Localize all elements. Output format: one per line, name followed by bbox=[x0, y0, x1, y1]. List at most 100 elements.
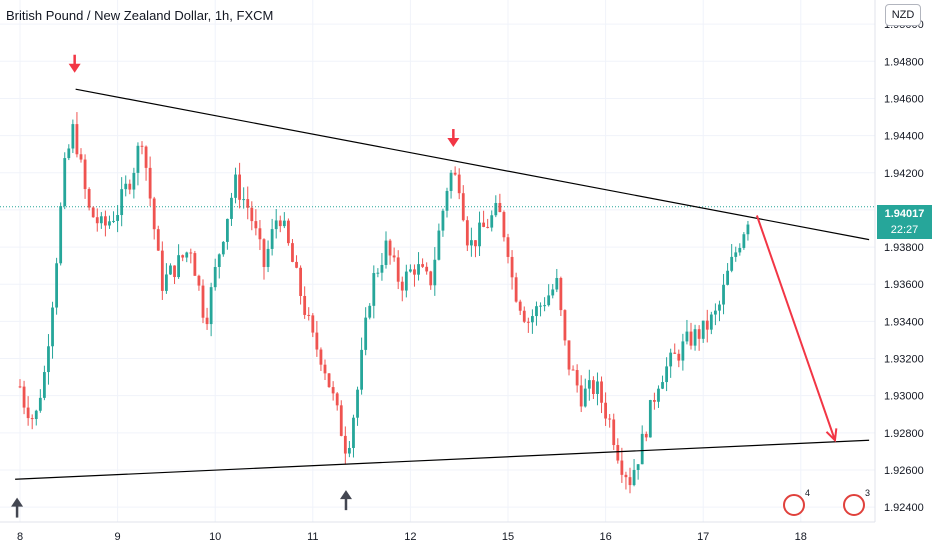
candle-body bbox=[571, 369, 575, 371]
price-tick-label: 1.93000 bbox=[884, 391, 924, 403]
candle-body bbox=[262, 239, 266, 267]
candlestick-series bbox=[18, 112, 750, 494]
candle-body bbox=[140, 145, 144, 147]
candle-body bbox=[441, 210, 445, 231]
candle-body bbox=[730, 256, 734, 271]
candle-body bbox=[437, 230, 441, 260]
candle-body bbox=[63, 158, 67, 207]
uk-flag-icon[interactable]: 3 bbox=[843, 488, 870, 516]
candle-body bbox=[632, 469, 636, 486]
time-axis: 8 9 10 11 12 15 16 17 18 bbox=[0, 521, 875, 543]
candle-body bbox=[270, 229, 274, 249]
candle-body bbox=[543, 305, 546, 307]
candle-body bbox=[701, 320, 705, 339]
time-tick-label: 12 bbox=[404, 531, 416, 543]
projection-arrow-head bbox=[825, 428, 838, 443]
candle-body bbox=[315, 332, 319, 350]
candle-body bbox=[425, 266, 429, 272]
candle-body bbox=[160, 250, 164, 291]
price-tick-label: 1.93400 bbox=[884, 316, 924, 328]
candle-body bbox=[238, 174, 241, 200]
candle-body bbox=[266, 248, 270, 267]
candle-body bbox=[482, 222, 485, 227]
candle-body bbox=[250, 207, 254, 222]
candle-body bbox=[478, 222, 481, 247]
candle-body bbox=[465, 220, 469, 246]
candle-body bbox=[404, 271, 408, 291]
time-tick-label: 17 bbox=[697, 531, 709, 543]
candle-body bbox=[372, 273, 376, 306]
candle-body bbox=[535, 306, 538, 317]
candle-body bbox=[555, 277, 559, 290]
candle-body bbox=[461, 193, 465, 221]
candle-body bbox=[413, 269, 416, 275]
down-arrow-head bbox=[447, 138, 460, 148]
annotation-markers bbox=[11, 54, 460, 518]
candle-body bbox=[388, 240, 392, 256]
candle-body bbox=[665, 366, 668, 383]
candle-body bbox=[685, 331, 689, 342]
up-arrow-head bbox=[339, 490, 352, 500]
price-tick-label: 1.92600 bbox=[884, 465, 924, 477]
candle-body bbox=[368, 305, 372, 318]
candle-body bbox=[185, 252, 189, 258]
candle-body bbox=[83, 159, 87, 190]
candle-body bbox=[201, 285, 205, 318]
candle-body bbox=[335, 393, 339, 406]
candle-body bbox=[226, 218, 229, 242]
price-tick-label: 1.94800 bbox=[884, 56, 924, 68]
price-tick-label: 1.94400 bbox=[884, 131, 924, 143]
candle-body bbox=[242, 199, 246, 201]
price-tick-label: 1.94200 bbox=[884, 168, 924, 180]
candle-body bbox=[230, 197, 233, 219]
candle-body bbox=[331, 387, 335, 394]
candle-body bbox=[457, 174, 461, 194]
candle-body bbox=[356, 389, 359, 418]
price-tick-label: 1.93200 bbox=[884, 354, 924, 366]
candle-body bbox=[449, 172, 453, 191]
time-tick-label: 18 bbox=[795, 531, 807, 543]
candle-body bbox=[278, 220, 282, 227]
grid-lines bbox=[0, 0, 875, 522]
projection-arrow-line bbox=[755, 215, 836, 441]
candle-body bbox=[567, 340, 571, 370]
candle-body bbox=[433, 259, 437, 286]
candle-body bbox=[55, 263, 58, 308]
candle-body bbox=[352, 417, 355, 448]
candle-body bbox=[746, 224, 750, 235]
candle-body bbox=[348, 447, 351, 454]
candle-body bbox=[689, 331, 693, 346]
candle-body bbox=[677, 353, 681, 361]
candle-body bbox=[165, 274, 168, 291]
candle-body bbox=[120, 189, 124, 216]
candle-body bbox=[526, 321, 530, 323]
earnings-icon[interactable]: 4 bbox=[783, 488, 810, 516]
candle-body bbox=[583, 388, 587, 407]
candle-body bbox=[697, 329, 701, 339]
candle-body bbox=[616, 445, 620, 461]
chart-title: British Pound / New Zealand Dollar, 1h, … bbox=[6, 8, 274, 23]
candle-body bbox=[38, 397, 42, 411]
candle-body bbox=[43, 372, 46, 398]
candle-body bbox=[579, 385, 583, 407]
candle-body bbox=[681, 341, 685, 361]
candle-body bbox=[287, 220, 290, 244]
candle-body bbox=[445, 190, 449, 211]
candle-body bbox=[547, 295, 551, 306]
candle-body bbox=[636, 464, 640, 470]
candle-body bbox=[551, 289, 555, 296]
candle-body bbox=[421, 264, 424, 267]
candle-body bbox=[205, 317, 209, 325]
candle-body bbox=[339, 405, 343, 436]
time-tick-label: 8 bbox=[17, 531, 23, 543]
earnings-count: 4 bbox=[805, 488, 811, 498]
candle-body bbox=[648, 400, 652, 438]
candle-body bbox=[396, 257, 400, 282]
candle-body bbox=[209, 287, 213, 325]
candle-body bbox=[587, 380, 591, 389]
candle-body bbox=[152, 198, 156, 230]
currency-button[interactable]: NZD bbox=[885, 4, 921, 26]
trendline-upper bbox=[75, 88, 870, 241]
candle-body bbox=[722, 284, 725, 305]
